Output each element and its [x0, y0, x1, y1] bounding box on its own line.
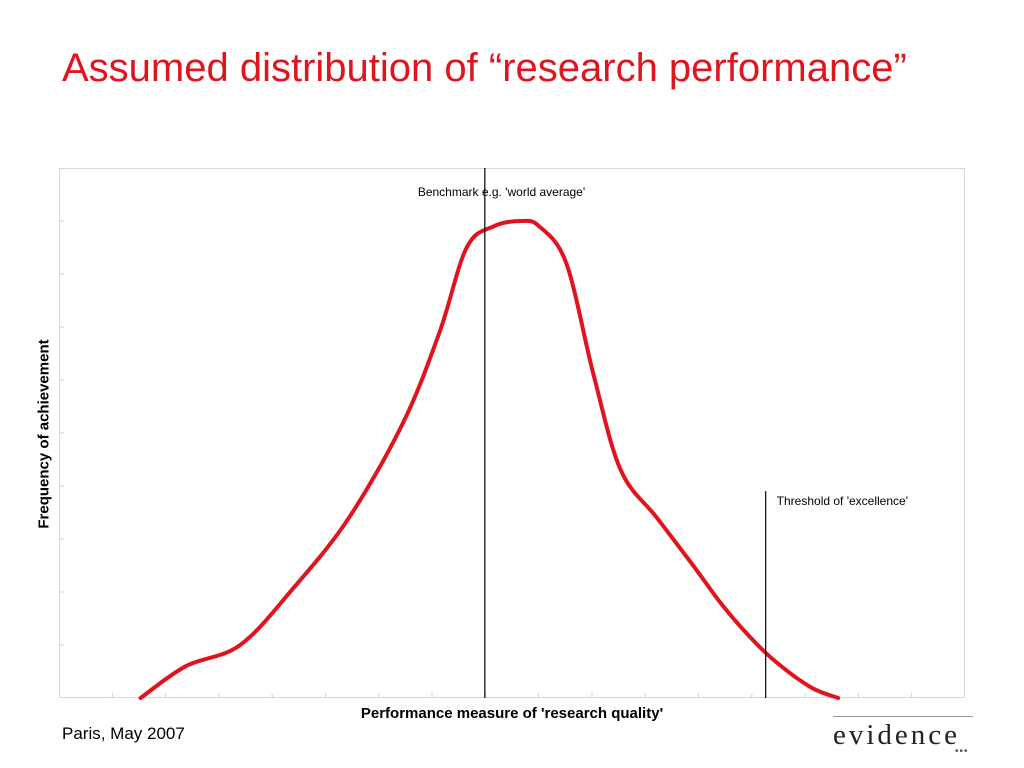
- benchmark-annotation-label: Benchmark e.g. 'world average': [417, 185, 586, 199]
- evidence-logo: evidence •••: [833, 716, 975, 757]
- logo-rule: [833, 716, 973, 717]
- logo-dots: •••: [955, 746, 969, 757]
- logo-wordmark: evidence: [833, 719, 961, 751]
- threshold-annotation-label: Threshold of 'excellence': [776, 494, 908, 509]
- y-axis-label: Frequency of achievement: [35, 339, 53, 529]
- footer-location-date: Paris, May 2007: [62, 724, 185, 743]
- distribution-curve: [138, 218, 841, 700]
- slide-title: Assumed distribution of “research perfor…: [62, 46, 907, 90]
- x-axis-label: Performance measure of 'research quality…: [360, 705, 664, 722]
